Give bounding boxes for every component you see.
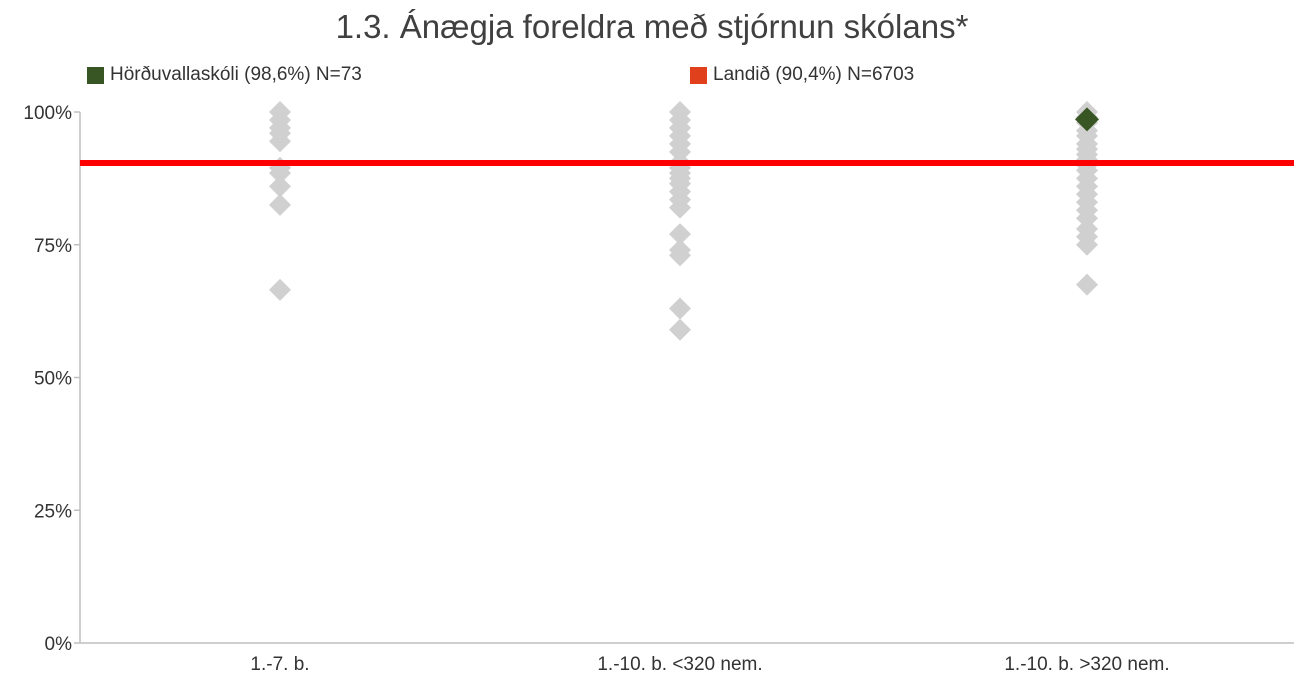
data-point-hordhuvallaskoli [1075, 107, 1099, 132]
legend-label-country: Landið (90,4%) N=6703 [713, 64, 915, 85]
legend-item-country: Landið (90,4%) N=6703 [690, 64, 914, 86]
y-tick-label: 100% [23, 103, 72, 124]
chart-title: 1.3. Ánægja foreldra með stjórnun skólan… [335, 8, 969, 45]
y-tick-label: 75% [34, 236, 72, 257]
y-tick-label: 0% [45, 634, 73, 655]
legend-label-school: Hörðuvallaskóli (98,6%) N=73 [110, 64, 362, 85]
x-tick-label: 1.-7. b. [250, 654, 309, 675]
data-point-other-school [1076, 273, 1098, 296]
data-point-other-school [269, 175, 291, 198]
legend-item-school: Hörðuvallaskóli (98,6%) N=73 [87, 64, 362, 86]
data-point-other-school [1076, 233, 1098, 256]
data-point-other-school [669, 244, 691, 267]
y-tick-label: 50% [34, 369, 72, 390]
x-tick-label: 1.-10. b. >320 nem. [1004, 654, 1169, 675]
y-tick-label: 25% [34, 501, 72, 522]
data-point-other-school [669, 223, 691, 246]
data-point-other-school [269, 162, 291, 185]
data-point-other-school [269, 193, 291, 216]
data-point-other-school [669, 196, 691, 219]
legend-swatch-country [690, 66, 707, 84]
data-point-other-school [269, 130, 291, 153]
data-point-other-school [669, 318, 691, 341]
legend-swatch-school [87, 66, 104, 84]
data-point-other-school [669, 297, 691, 320]
x-tick-label: 1.-10. b. <320 nem. [597, 654, 762, 675]
data-point-other-school [269, 278, 291, 301]
